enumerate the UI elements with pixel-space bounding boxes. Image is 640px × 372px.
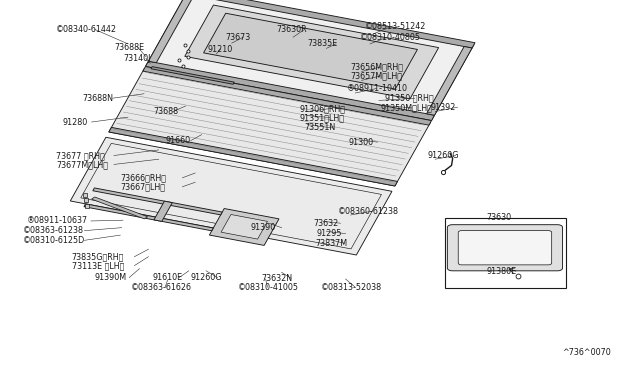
Text: 91210: 91210	[208, 45, 233, 54]
Polygon shape	[109, 127, 397, 186]
FancyBboxPatch shape	[458, 231, 552, 265]
Text: 73688E: 73688E	[114, 43, 144, 52]
Text: ©08363-61626: ©08363-61626	[131, 283, 192, 292]
Text: 73630: 73630	[486, 213, 511, 222]
Polygon shape	[143, 67, 431, 125]
Polygon shape	[185, 5, 438, 99]
Polygon shape	[209, 209, 279, 246]
Text: 91390M: 91390M	[95, 273, 127, 282]
Text: 73140J: 73140J	[123, 54, 150, 62]
Text: 73835E: 73835E	[307, 39, 337, 48]
FancyBboxPatch shape	[447, 225, 563, 271]
Polygon shape	[186, 0, 475, 48]
Text: 91351〈LH〉: 91351〈LH〉	[300, 113, 344, 122]
Text: ^736^0070: ^736^0070	[562, 348, 611, 357]
Bar	[445, 218, 566, 288]
Text: 91350M〈LH〉: 91350M〈LH〉	[381, 103, 433, 112]
Text: 91380E: 91380E	[486, 267, 516, 276]
Text: 91390: 91390	[251, 223, 276, 232]
Text: ©08313-52038: ©08313-52038	[321, 283, 383, 292]
Polygon shape	[221, 215, 268, 239]
Text: ©08310-40805: ©08310-40805	[360, 33, 420, 42]
Text: 91350 〈RH〉: 91350 〈RH〉	[385, 94, 434, 103]
Text: 73630R: 73630R	[276, 25, 307, 34]
Polygon shape	[109, 68, 431, 186]
Text: 91280: 91280	[63, 118, 88, 126]
Text: ©08310-41005: ©08310-41005	[238, 283, 299, 292]
Text: 91392: 91392	[430, 103, 456, 112]
Text: 91260G: 91260G	[191, 273, 222, 282]
Polygon shape	[148, 0, 194, 63]
Text: 73688N: 73688N	[82, 94, 113, 103]
Text: 91610E: 91610E	[152, 273, 182, 282]
Text: 73673: 73673	[225, 33, 250, 42]
Text: ©08310-6125D: ©08310-6125D	[22, 236, 84, 245]
Text: 91260G: 91260G	[428, 151, 459, 160]
Polygon shape	[92, 197, 148, 219]
Text: 73835G〈RH〉: 73835G〈RH〉	[72, 252, 124, 261]
Polygon shape	[84, 204, 213, 231]
Text: 91300: 91300	[349, 138, 374, 147]
Text: 91295: 91295	[317, 229, 342, 238]
Text: 73667〈LH〉: 73667〈LH〉	[120, 182, 165, 191]
Text: ®08911-10410: ®08911-10410	[347, 84, 408, 93]
Text: 73677M〈LH〉: 73677M〈LH〉	[56, 160, 108, 169]
Text: 73677 〈RH〉: 73677 〈RH〉	[56, 151, 105, 160]
Text: 73666〈RH〉: 73666〈RH〉	[120, 173, 166, 182]
Text: 73688: 73688	[154, 107, 179, 116]
Text: 73656M〈RH〉: 73656M〈RH〉	[351, 62, 404, 71]
Text: ©08363-61238: ©08363-61238	[22, 226, 83, 235]
Polygon shape	[151, 67, 234, 84]
Text: ©08360-61238: ©08360-61238	[338, 207, 399, 216]
Text: ©08513-51242: ©08513-51242	[365, 22, 426, 31]
Text: 73632: 73632	[314, 219, 339, 228]
Polygon shape	[204, 13, 417, 89]
Polygon shape	[93, 188, 222, 215]
Text: 73551N: 73551N	[304, 124, 335, 132]
Text: 91660: 91660	[165, 136, 190, 145]
Polygon shape	[145, 0, 474, 121]
Polygon shape	[154, 201, 172, 221]
Text: 73837M: 73837M	[315, 239, 347, 248]
Polygon shape	[427, 46, 472, 115]
Polygon shape	[145, 61, 435, 121]
Text: 73113E 〈LH〉: 73113E 〈LH〉	[72, 261, 124, 270]
Polygon shape	[70, 137, 392, 255]
Text: 91306〈RH〉: 91306〈RH〉	[300, 104, 346, 113]
Text: ®08911-10637: ®08911-10637	[27, 217, 88, 225]
Text: ©08340-61442: ©08340-61442	[56, 25, 117, 34]
Text: 73657M〈LH〉: 73657M〈LH〉	[351, 71, 403, 80]
Text: 73632N: 73632N	[261, 274, 292, 283]
